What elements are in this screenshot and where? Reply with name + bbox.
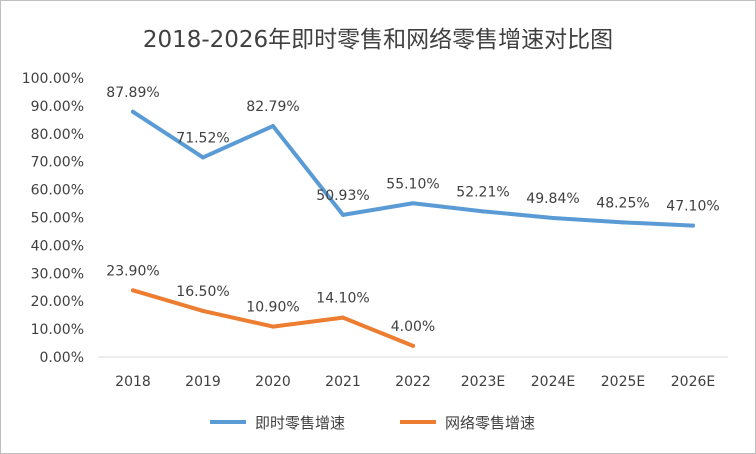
- x-tick-label: 2019: [185, 374, 221, 390]
- y-tick-label: 60.00%: [31, 183, 84, 199]
- data-label: 52.21%: [456, 184, 509, 200]
- data-label: 87.89%: [106, 85, 159, 101]
- data-point: [201, 308, 205, 313]
- data-label: 55.10%: [386, 176, 439, 192]
- data-point: [411, 343, 415, 348]
- data-label: 4.00%: [391, 319, 435, 335]
- data-point: [341, 315, 345, 320]
- data-label: 14.10%: [316, 291, 369, 307]
- x-tick-label: 2022: [395, 374, 431, 390]
- x-tick-label: 2025E: [601, 374, 645, 390]
- x-tick-label: 2021: [325, 374, 361, 390]
- data-point: [411, 201, 415, 206]
- y-tick-label: 30.00%: [31, 266, 84, 282]
- data-point: [271, 124, 275, 129]
- y-tick-label: 80.00%: [31, 127, 84, 143]
- data-label: 49.84%: [526, 191, 579, 207]
- legend-label: 即时零售增速: [255, 414, 345, 432]
- data-point: [271, 324, 275, 329]
- y-tick-label: 0.00%: [40, 350, 84, 366]
- data-label: 82.79%: [246, 99, 299, 115]
- data-label: 48.25%: [596, 195, 649, 211]
- x-tick-label: 2018: [115, 374, 151, 390]
- data-label: 71.52%: [176, 130, 229, 146]
- y-tick-label: 70.00%: [31, 155, 84, 171]
- data-point: [341, 212, 345, 217]
- data-point: [551, 215, 555, 220]
- data-label: 23.90%: [106, 263, 159, 279]
- data-point: [621, 220, 625, 225]
- data-label: 50.93%: [316, 188, 369, 204]
- data-point: [131, 109, 135, 114]
- legend-label: 网络零售增速: [445, 414, 535, 432]
- y-tick-label: 40.00%: [31, 238, 84, 254]
- y-tick-label: 50.00%: [31, 211, 84, 227]
- y-tick-label: 100.00%: [22, 71, 84, 87]
- data-point: [481, 209, 485, 214]
- data-point: [691, 223, 695, 228]
- y-tick-label: 90.00%: [31, 99, 84, 115]
- x-tick-label: 2024E: [531, 374, 575, 390]
- data-label: 16.50%: [176, 284, 229, 300]
- x-tick-label: 2020: [255, 374, 291, 390]
- chart-title: 2018-2026年即时零售和网络零售增速对比图: [143, 27, 613, 53]
- y-tick-label: 20.00%: [31, 294, 84, 310]
- data-point: [131, 288, 135, 293]
- x-tick-label: 2023E: [461, 374, 505, 390]
- y-tick-label: 10.00%: [31, 322, 84, 338]
- data-label: 47.10%: [666, 199, 719, 215]
- data-point: [201, 155, 205, 160]
- data-label: 10.90%: [246, 300, 299, 316]
- x-tick-label: 2026E: [671, 374, 715, 390]
